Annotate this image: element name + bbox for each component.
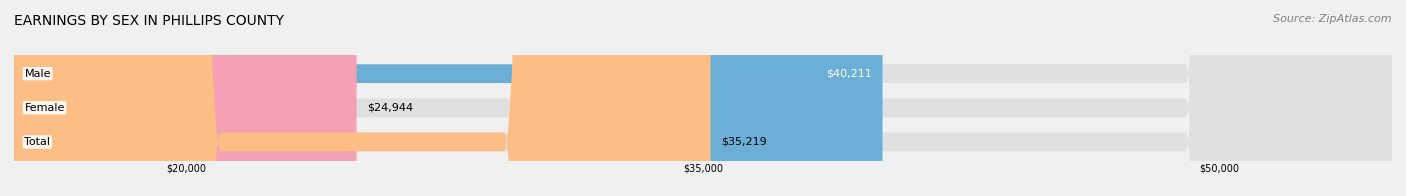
Text: Source: ZipAtlas.com: Source: ZipAtlas.com	[1274, 14, 1392, 24]
Text: Female: Female	[24, 103, 65, 113]
Text: $35,219: $35,219	[721, 137, 766, 147]
Text: Male: Male	[24, 69, 51, 79]
FancyBboxPatch shape	[14, 0, 1392, 196]
FancyBboxPatch shape	[14, 0, 357, 196]
FancyBboxPatch shape	[14, 0, 1392, 196]
Text: $24,944: $24,944	[367, 103, 413, 113]
Text: Total: Total	[24, 137, 51, 147]
FancyBboxPatch shape	[14, 0, 883, 196]
FancyBboxPatch shape	[14, 0, 1392, 196]
Text: EARNINGS BY SEX IN PHILLIPS COUNTY: EARNINGS BY SEX IN PHILLIPS COUNTY	[14, 14, 284, 28]
Text: $40,211: $40,211	[827, 69, 872, 79]
FancyBboxPatch shape	[14, 0, 710, 196]
